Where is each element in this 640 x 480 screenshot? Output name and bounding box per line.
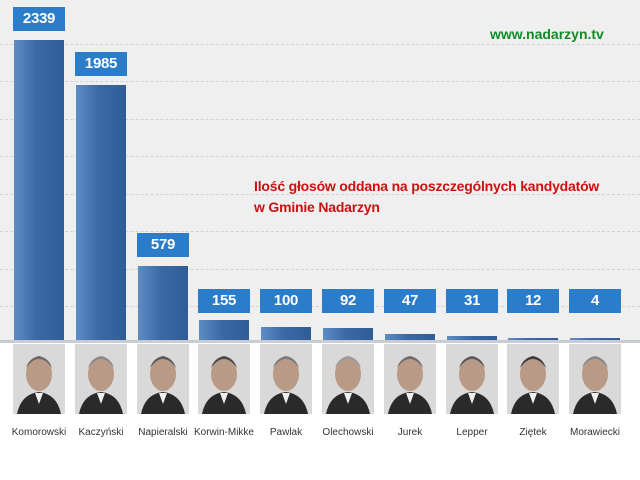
portrait-icon [260, 344, 312, 414]
grid-lines [0, 43, 640, 307]
candidate-photo-9 [569, 344, 621, 414]
gridline [0, 118, 640, 120]
tick-label-0: Komorowski [11, 427, 67, 438]
gridline [0, 268, 640, 270]
gridline [0, 231, 640, 232]
site-url: www.nadarzyn.tv [490, 26, 604, 42]
bar-3 [199, 320, 249, 340]
portrait-icon [507, 344, 559, 414]
bar-7 [447, 336, 497, 340]
data-label-6: 47 [384, 289, 436, 313]
gridline [0, 306, 640, 307]
chart-baseline [0, 340, 640, 343]
tick-label-8: Ziętek [519, 427, 547, 438]
candidate-photo-6 [384, 344, 436, 414]
data-label-1: 1985 [75, 52, 127, 76]
candidate-photo-7 [446, 344, 498, 414]
portrait-icon [13, 344, 65, 414]
gridline [0, 81, 640, 82]
chart-title-line-2: w Gminie Nadarzyn [254, 199, 380, 215]
tick-label-6: Jurek [397, 427, 423, 438]
tick-label-4: Pawlak [269, 427, 303, 438]
bar-1 [76, 85, 126, 340]
portrait-icon [569, 344, 621, 414]
data-label-9: 4 [569, 289, 621, 313]
bar-2 [138, 266, 188, 340]
bar-6 [385, 334, 435, 340]
portrait-icon [446, 344, 498, 414]
bar-5 [323, 328, 373, 340]
data-label-2: 579 [137, 233, 189, 257]
candidate-photo-2 [137, 344, 189, 414]
portrait-icon [384, 344, 436, 414]
chart-title: Ilość głosów oddana na poszczególnych ka… [254, 176, 599, 218]
data-label-5: 92 [322, 289, 374, 313]
candidate-photo-0 [13, 344, 65, 414]
data-label-8: 12 [507, 289, 559, 313]
data-label-7: 31 [446, 289, 498, 313]
candidate-photo-1 [75, 344, 127, 414]
portrait-icon [75, 344, 127, 414]
candidate-photo-3 [198, 344, 250, 414]
data-label-3: 155 [198, 289, 250, 313]
portrait-icon [137, 344, 189, 414]
tick-label-2: Napieralski [138, 427, 188, 438]
gridline [0, 156, 640, 157]
data-label-4: 100 [260, 289, 312, 313]
tick-label-1: Kaczyński [78, 427, 124, 438]
tick-label-7: Lepper [456, 427, 488, 438]
tick-label-9: Morawiecki [569, 427, 620, 438]
tick-label-3: Korwin-Mikke [193, 427, 254, 438]
gridline [0, 43, 640, 45]
gridline [0, 193, 640, 195]
candidate-photo-4 [260, 344, 312, 414]
tick-label-5: Olechowski [322, 427, 374, 438]
bar-8 [508, 338, 558, 340]
portrait-icon [322, 344, 374, 414]
bar-9 [570, 338, 620, 340]
candidate-photo-5 [322, 344, 374, 414]
portrait-icon [198, 344, 250, 414]
bar-4 [261, 327, 311, 340]
chart-title-line-1: Ilość głosów oddana na poszczególnych ka… [254, 178, 600, 194]
bar-0 [14, 40, 64, 340]
data-label-0: 2339 [13, 7, 65, 31]
candidate-photo-8 [507, 344, 559, 414]
